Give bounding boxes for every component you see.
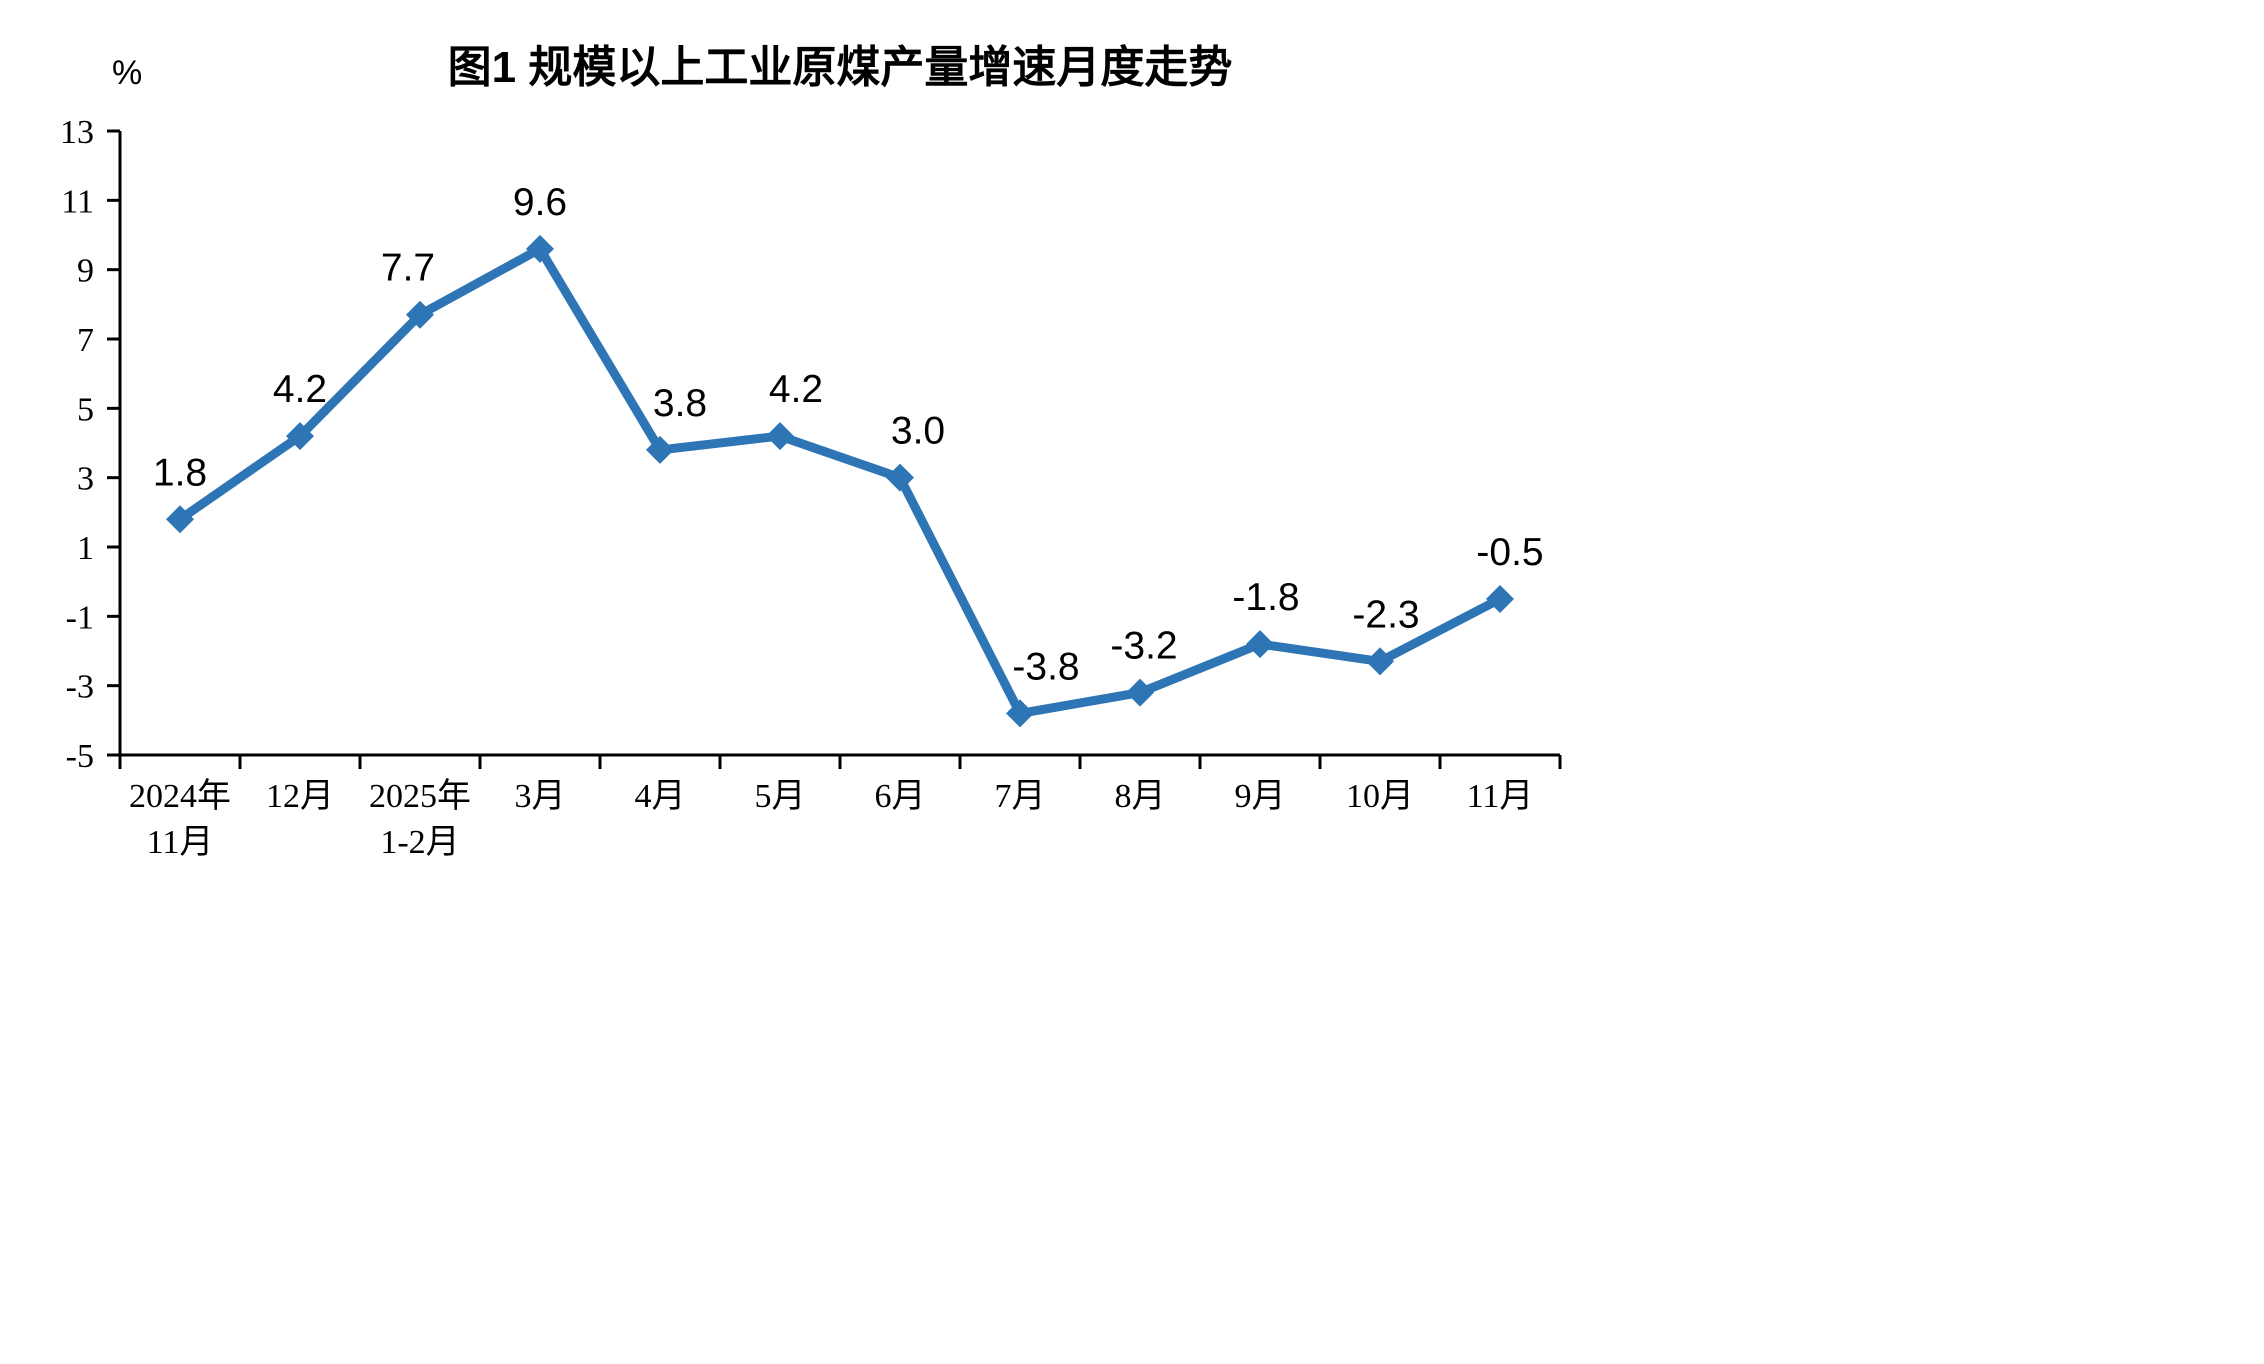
x-tick-label: 4月 bbox=[635, 778, 686, 815]
data-point-marker bbox=[1366, 647, 1394, 676]
data-point-marker bbox=[766, 422, 794, 451]
data-point-label: -3.8 bbox=[1012, 645, 1079, 688]
data-point-marker bbox=[1246, 630, 1274, 659]
x-tick-label: 2025年 bbox=[369, 777, 471, 815]
series-line bbox=[175, 244, 1505, 718]
y-tick-label: -1 bbox=[66, 599, 94, 636]
x-tick-label: 11月 bbox=[147, 824, 214, 861]
data-point-marker bbox=[526, 234, 554, 263]
data-point-label: 9.6 bbox=[513, 181, 567, 224]
data-point-marker bbox=[1486, 585, 1514, 613]
x-tick-label: 7月 bbox=[995, 778, 1046, 815]
x-tick-label: 6月 bbox=[875, 778, 926, 815]
data-point-label: -3.2 bbox=[1110, 625, 1177, 668]
y-tick-label: 7 bbox=[77, 322, 94, 359]
data-point-marker bbox=[646, 435, 674, 464]
data-point-marker bbox=[1126, 678, 1154, 707]
y-tick-label: 11 bbox=[61, 183, 94, 220]
data-point-label: 3.0 bbox=[891, 410, 945, 453]
y-tick-label: 5 bbox=[77, 391, 94, 428]
data-point-label: 4.2 bbox=[273, 368, 327, 411]
data-point-marker bbox=[886, 463, 914, 492]
x-tick-label: 11月 bbox=[1467, 778, 1534, 815]
y-tick-label: -3 bbox=[66, 669, 94, 706]
data-point-label: -0.5 bbox=[1476, 531, 1543, 574]
data-point-label: 4.2 bbox=[769, 368, 823, 411]
x-tick-label: 2024年 bbox=[129, 777, 231, 815]
chart-title: 图1 规模以上工业原煤产量增速月度走势 bbox=[448, 43, 1233, 92]
data-point-label: -2.3 bbox=[1352, 593, 1419, 636]
plot-area: 13 11 9 7 5 3 1 -1 -3 -5 2024年 11月 12月 2025年 1-2月 3月 4月 5… bbox=[60, 114, 1562, 861]
data-point-marker bbox=[166, 505, 194, 534]
y-tick-label: 1 bbox=[77, 530, 94, 567]
y-tick-label: 3 bbox=[77, 461, 94, 498]
x-tick-label: 10月 bbox=[1346, 778, 1414, 815]
data-point-marker bbox=[286, 422, 314, 451]
y-tick-label: 13 bbox=[60, 114, 94, 151]
data-point-label: 1.8 bbox=[153, 451, 207, 494]
data-point-marker bbox=[1006, 699, 1034, 728]
data-point-label: -1.8 bbox=[1232, 576, 1299, 619]
y-axis-unit-label: % bbox=[112, 54, 142, 92]
x-tick-label: 1-2月 bbox=[380, 824, 459, 861]
y-tick-label: 9 bbox=[77, 253, 94, 290]
x-tick-label: 5月 bbox=[755, 778, 806, 815]
x-tick-label: 8月 bbox=[1115, 778, 1166, 815]
data-point-label: 3.8 bbox=[653, 382, 707, 425]
data-point-marker bbox=[406, 300, 434, 329]
x-tick-label: 9月 bbox=[1235, 778, 1286, 815]
data-point-label: 7.7 bbox=[381, 247, 435, 290]
y-tick-label: -5 bbox=[66, 738, 94, 775]
x-tick-label: 12月 bbox=[266, 778, 334, 815]
x-tick-label: 3月 bbox=[515, 778, 566, 815]
